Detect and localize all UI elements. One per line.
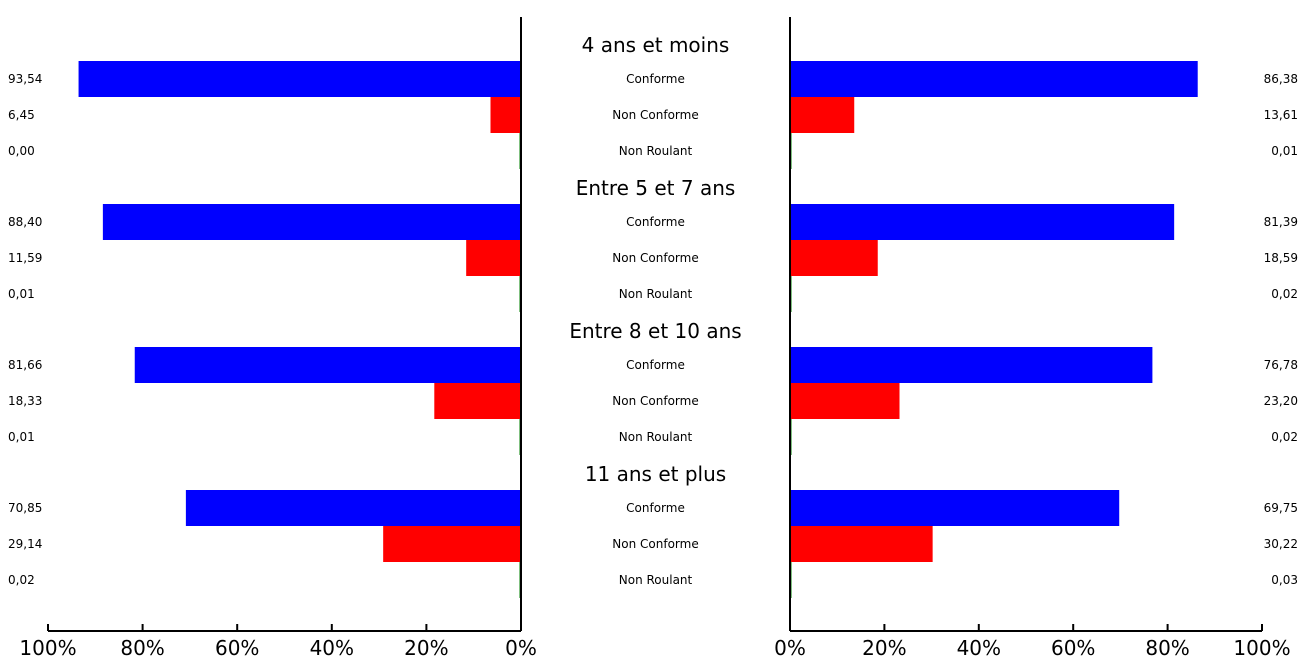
right-bar [790, 240, 878, 276]
left-tick-label: 100% [19, 636, 76, 658]
right-value-label: 30,22 [1264, 537, 1298, 551]
category-label: Conforme [626, 501, 685, 515]
left-bar [185, 490, 521, 526]
right-tick-label: 20% [862, 636, 906, 658]
left-bar [78, 61, 522, 97]
group-title: 4 ans et moins [582, 33, 730, 57]
right-bar [790, 490, 1120, 526]
left-tick-label: 40% [310, 636, 354, 658]
category-label: Non Roulant [619, 287, 693, 301]
left-tick-label: 60% [215, 636, 259, 658]
right-value-label: 0,02 [1271, 430, 1298, 444]
right-bar [790, 97, 855, 133]
right-tick-label: 40% [957, 636, 1001, 658]
right-value-label: 76,78 [1264, 358, 1298, 372]
bars-layer [78, 61, 1198, 598]
right-bar [790, 61, 1198, 97]
right-tick-label: 80% [1145, 636, 1189, 658]
right-value-label: 13,61 [1264, 108, 1298, 122]
category-label: Non Conforme [612, 394, 698, 408]
group-title: Entre 5 et 7 ans [576, 176, 736, 200]
right-tick-label: 0% [774, 636, 806, 658]
right-value-label: 18,59 [1264, 251, 1298, 265]
category-label: Conforme [626, 72, 685, 86]
left-value-label: 70,85 [8, 501, 42, 515]
left-tick-label: 0% [505, 636, 537, 658]
right-tick-label: 100% [1233, 636, 1290, 658]
left-value-label: 88,40 [8, 215, 42, 229]
left-value-label: 93,54 [8, 72, 42, 86]
right-value-label: 0,03 [1271, 573, 1298, 587]
right-tick-label: 60% [1051, 636, 1095, 658]
category-label: Non Roulant [619, 144, 693, 158]
right-value-label: 81,39 [1264, 215, 1298, 229]
category-label: Non Roulant [619, 430, 693, 444]
category-label: Conforme [626, 358, 685, 372]
axes-layer [47, 17, 1263, 632]
left-value-label: 11,59 [8, 251, 42, 265]
left-bar [434, 383, 521, 419]
left-tick-label: 80% [120, 636, 164, 658]
left-value-label: 0,02 [8, 573, 35, 587]
labels-layer: 4 ans et moins Conforme 93,54 86,38 Non Conf… [8, 33, 1298, 658]
category-label: Non Conforme [612, 537, 698, 551]
left-bar [383, 526, 521, 562]
category-label: Conforme [626, 215, 685, 229]
right-value-label: 86,38 [1264, 72, 1298, 86]
group-title: 11 ans et plus [585, 462, 726, 486]
right-value-label: 23,20 [1264, 394, 1298, 408]
left-value-label: 0,01 [8, 287, 35, 301]
category-label: Non Conforme [612, 251, 698, 265]
left-bar [466, 240, 521, 276]
group-title: Entre 8 et 10 ans [569, 319, 741, 343]
right-value-label: 0,02 [1271, 287, 1298, 301]
right-bar [790, 383, 900, 419]
left-tick-label: 20% [404, 636, 448, 658]
left-bar [102, 204, 522, 240]
left-value-label: 29,14 [8, 537, 42, 551]
right-bar [790, 526, 933, 562]
left-value-label: 6,45 [8, 108, 35, 122]
right-value-label: 69,75 [1264, 501, 1298, 515]
left-value-label: 18,33 [8, 394, 42, 408]
right-bar [790, 347, 1153, 383]
left-value-label: 0,01 [8, 430, 35, 444]
category-label: Non Roulant [619, 573, 693, 587]
left-value-label: 0,00 [8, 144, 35, 158]
right-bar [790, 204, 1175, 240]
left-value-label: 81,66 [8, 358, 42, 372]
right-value-label: 0,01 [1271, 144, 1298, 158]
left-bar [134, 347, 521, 383]
category-label: Non Conforme [612, 108, 698, 122]
left-bar [490, 97, 521, 133]
